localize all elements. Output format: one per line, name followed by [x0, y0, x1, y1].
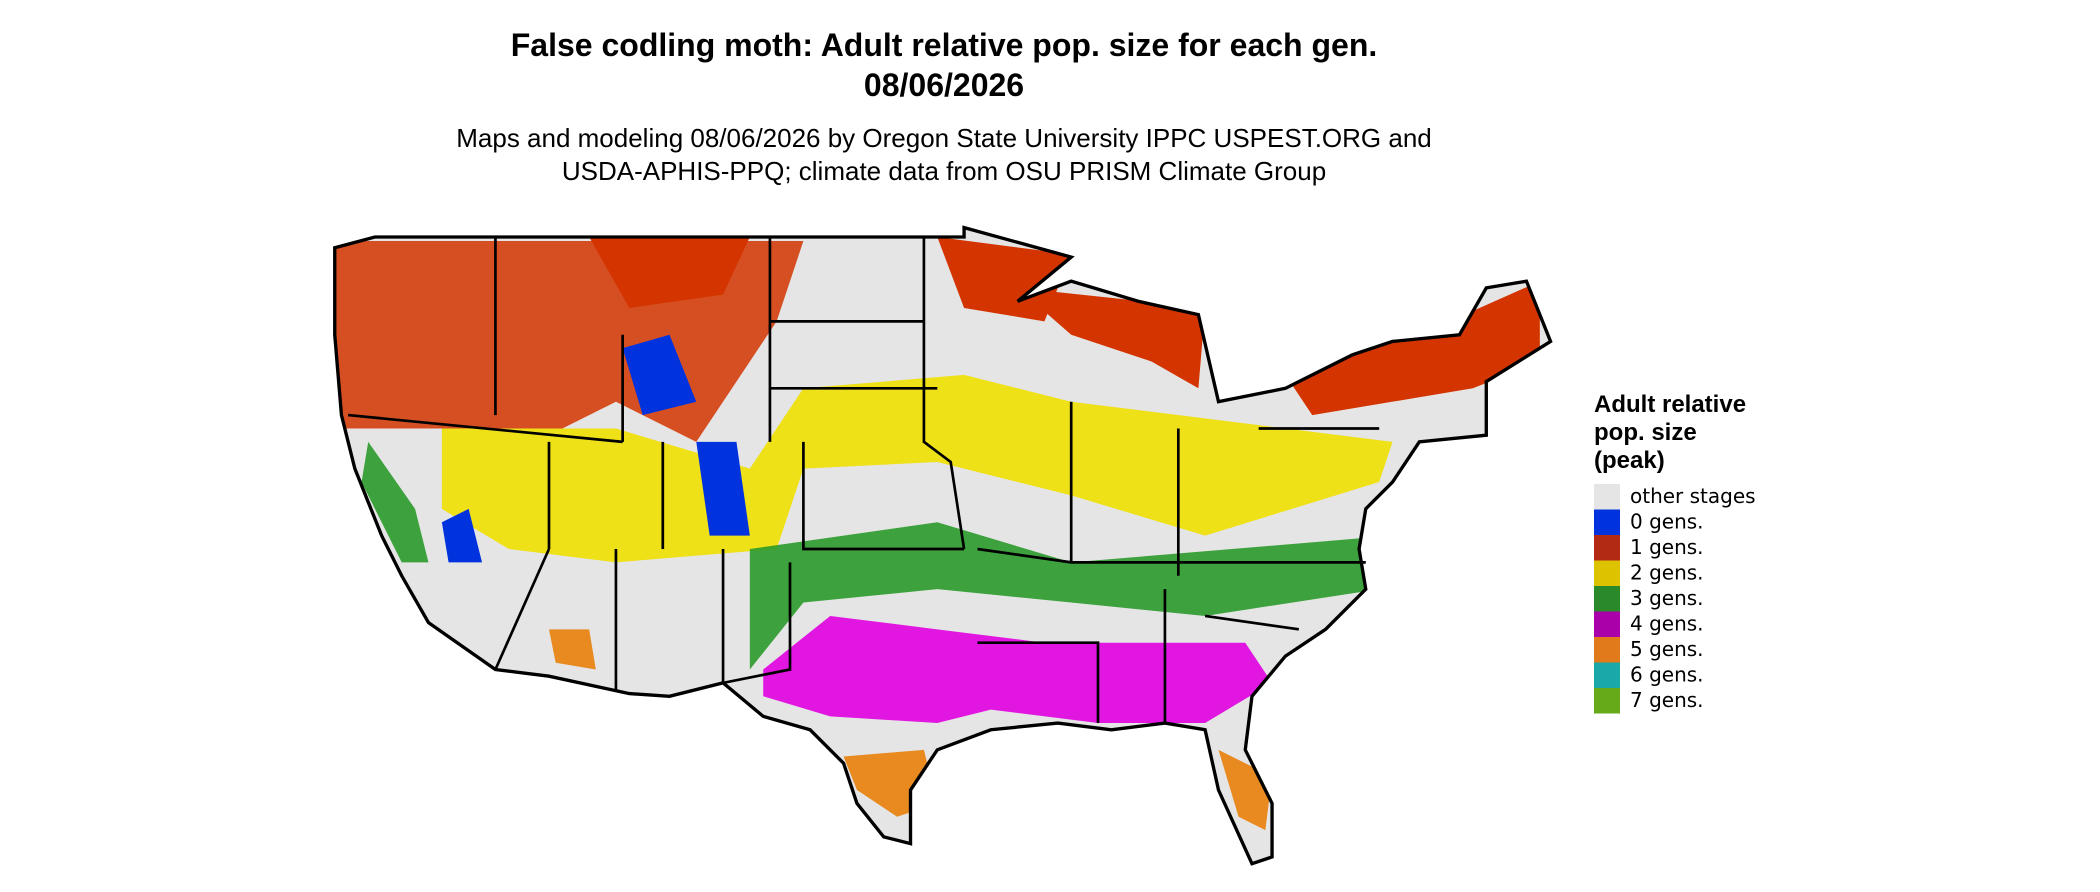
legend-swatch [1594, 535, 1620, 561]
legend-label: 4 gens. [1630, 612, 1704, 636]
legend-label: 0 gens. [1630, 510, 1704, 534]
legend-label: other stages [1630, 484, 1756, 508]
legend-label: 5 gens. [1630, 637, 1704, 661]
legend-swatch [1594, 611, 1620, 637]
legend-swatch [1594, 509, 1620, 535]
map [333, 225, 1553, 866]
legend-swatch [1594, 662, 1620, 688]
legend-swatch [1594, 560, 1620, 586]
legend-label: 3 gens. [1630, 586, 1704, 610]
legend-title: Adult relative [1594, 391, 1746, 418]
legend-swatch [1594, 637, 1620, 663]
legend-title: (peak) [1594, 447, 1665, 474]
subtitle-line: USDA-APHIS-PPQ; climate data from OSU PR… [562, 156, 1326, 186]
legend-label: 6 gens. [1630, 663, 1704, 687]
legend-title: pop. size [1594, 419, 1697, 446]
legend-label: 1 gens. [1630, 535, 1704, 559]
legend-swatch [1594, 484, 1620, 510]
legend-swatch [1594, 688, 1620, 714]
legend-swatch [1594, 586, 1620, 612]
subtitle-line: Maps and modeling 08/06/2026 by Oregon S… [456, 123, 1432, 153]
date: 08/06/2026 [864, 67, 1024, 103]
legend-label: 7 gens. [1630, 688, 1704, 712]
title: False codling moth: Adult relative pop. … [511, 27, 1378, 63]
legend-label: 2 gens. [1630, 561, 1704, 585]
